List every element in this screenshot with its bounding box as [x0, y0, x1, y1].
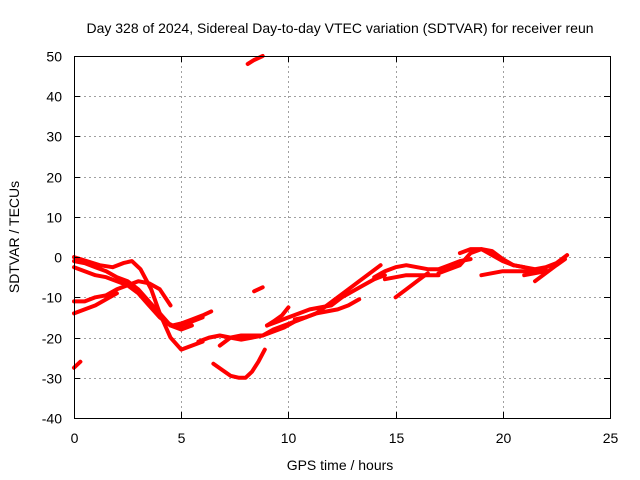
- series-arc-10: [220, 265, 381, 345]
- y-axis-label: SDTVAR / TECUs: [6, 181, 22, 293]
- grid-layer: [74, 56, 610, 418]
- x-tick-label: 10: [281, 430, 297, 446]
- series-arc-17: [385, 275, 439, 279]
- tick-label-layer: 0 5 10 15 20 25 -40 -30 -20 -10 0 10 20 30 40 50: [42, 49, 619, 447]
- x-tick-label: 5: [178, 430, 186, 446]
- y-tick-label: -30: [42, 371, 62, 387]
- x-tick-label: 20: [496, 430, 512, 446]
- x-tick-label: 15: [389, 430, 405, 446]
- series-arc-11: [267, 275, 385, 325]
- chart-title: Day 328 of 2024, Sidereal Day-to-day VTE…: [86, 20, 593, 36]
- tick-layer: [74, 56, 611, 419]
- sdtvar-chart: 0 5 10 15 20 25 -40 -30 -20 -10 0 10 20 30 40 50 Day 32…: [0, 0, 640, 480]
- y-tick-label: 0: [54, 250, 62, 266]
- series-arc-2: [74, 261, 192, 329]
- y-tick-label: 40: [46, 89, 62, 105]
- y-tick-label: -10: [42, 290, 62, 306]
- y-tick-label: 50: [46, 49, 62, 65]
- x-axis-label: GPS time / hours: [287, 457, 394, 473]
- x-tick-label: 0: [71, 430, 79, 446]
- series-arc-15: [254, 287, 263, 291]
- y-tick-label: 20: [46, 170, 62, 186]
- y-tick-label: 30: [46, 129, 62, 145]
- y-tick-label: 10: [46, 210, 62, 226]
- y-tick-label: -40: [42, 411, 62, 427]
- plot-frame: [75, 57, 611, 419]
- series-arc-14: [248, 56, 263, 64]
- series-layer: [74, 56, 567, 378]
- series-arc-1: [74, 257, 203, 350]
- y-tick-label: -20: [42, 331, 62, 347]
- x-tick-label: 25: [603, 430, 619, 446]
- series-arc-9: [213, 350, 264, 378]
- series-arc-8: [198, 317, 305, 341]
